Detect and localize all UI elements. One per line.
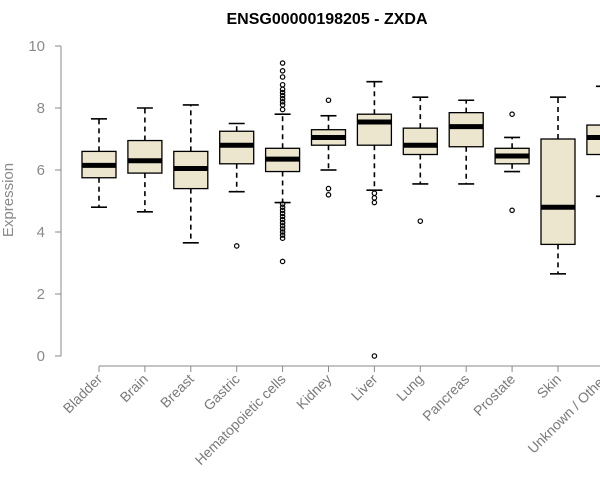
x-tick-label-liver: Liver [348, 371, 381, 404]
chart-title: ENSG00000198205 - ZXDA [227, 11, 428, 28]
outlier-point [325, 97, 332, 104]
outlier-point [279, 106, 286, 113]
outlier-point [325, 192, 332, 198]
outlier-point [417, 218, 424, 224]
outlier-point [279, 223, 286, 229]
y-tick-label: 2 [37, 286, 45, 303]
outlier-point [279, 213, 286, 220]
outlier-point [279, 219, 286, 226]
box-group-breast [173, 104, 209, 244]
outlier-point [509, 111, 515, 118]
x-tick-label-breast: Breast [157, 371, 197, 411]
box-skin [540, 138, 576, 246]
x-tick-label-brain: Brain [117, 371, 151, 405]
outlier-point [279, 68, 286, 74]
box-group-bladder [81, 118, 117, 208]
outlier-point [279, 258, 286, 265]
outlier-point [279, 81, 286, 88]
x-tick-label-gastric: Gastric [200, 371, 243, 414]
box-group-brain [127, 107, 163, 213]
box-group-prostate [494, 111, 530, 214]
outlier-point [325, 185, 332, 192]
outlier-point [371, 195, 378, 201]
outlier-point [279, 95, 286, 102]
outlier-point [279, 102, 286, 108]
box-group-gastric [219, 122, 255, 249]
outlier-point [279, 86, 286, 93]
outlier-point [509, 207, 515, 214]
x-tick-label-pancreas: Pancreas [419, 371, 472, 424]
outlier-point [233, 243, 240, 249]
outlier-point [371, 353, 378, 359]
box-group-kidney [310, 97, 347, 198]
y-axis: 0 2 4 6 8 10 [28, 38, 62, 365]
outlier-point [279, 99, 286, 105]
boxes-group [81, 60, 600, 359]
outlier-point [279, 226, 286, 232]
box-brain [127, 139, 163, 174]
outlier-point [371, 190, 378, 197]
outlier-point [371, 199, 378, 206]
box-group-skin [540, 96, 576, 275]
box-group-unknown-other [586, 85, 600, 198]
x-tick-label-lung: Lung [393, 371, 426, 404]
x-tick-label-skin: Skin [534, 371, 565, 402]
outlier-point [279, 210, 286, 217]
box-group-lung [402, 96, 438, 224]
outlier-point [279, 216, 286, 223]
y-tick-label: 4 [37, 224, 45, 241]
x-tick-label-prostate: Prostate [470, 371, 518, 419]
outlier-point [279, 89, 286, 96]
y-tick-label: 8 [37, 100, 45, 117]
outlier-point [279, 207, 286, 214]
outlier-point [279, 60, 286, 66]
x-tick-label-kidney: Kidney [293, 371, 335, 413]
outlier-point [279, 235, 286, 242]
box-group-liver [356, 80, 393, 359]
box-pancreas [448, 112, 484, 148]
y-tick-label: 0 [37, 348, 45, 365]
outlier-point [279, 201, 286, 207]
box-lung [402, 127, 438, 156]
x-tick-label-bladder: Bladder [60, 371, 106, 417]
y-tick-label: 6 [37, 162, 45, 179]
box-group-pancreas [448, 99, 484, 185]
box-liver [356, 113, 393, 146]
outlier-point [279, 232, 286, 238]
outlier-point [279, 204, 286, 211]
outlier-point [279, 92, 286, 99]
outlier-point [279, 74, 286, 80]
x-tick-label-hematopoietic-cells: Hematopoietic cells [192, 371, 289, 468]
outlier-point [279, 229, 286, 235]
y-axis-label: Expression [0, 163, 17, 237]
box-group-hematopoietic-cells [264, 60, 301, 265]
y-tick-label: 10 [28, 38, 45, 55]
